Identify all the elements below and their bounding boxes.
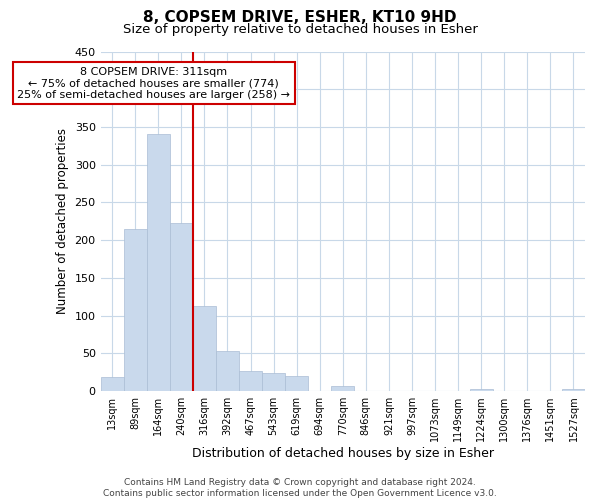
Text: 8, COPSEM DRIVE, ESHER, KT10 9HD: 8, COPSEM DRIVE, ESHER, KT10 9HD [143,10,457,25]
Bar [193,306,216,391]
Bar [562,390,585,391]
Bar [239,372,262,391]
Bar [216,351,239,391]
Bar [331,386,355,391]
Bar [101,378,124,391]
Y-axis label: Number of detached properties: Number of detached properties [56,128,69,314]
Text: 8 COPSEM DRIVE: 311sqm
← 75% of detached houses are smaller (774)
25% of semi-de: 8 COPSEM DRIVE: 311sqm ← 75% of detached… [17,66,290,100]
X-axis label: Distribution of detached houses by size in Esher: Distribution of detached houses by size … [192,447,494,460]
Bar [170,224,193,391]
Bar [470,388,493,391]
Bar [147,134,170,391]
Text: Size of property relative to detached houses in Esher: Size of property relative to detached ho… [122,22,478,36]
Text: Contains HM Land Registry data © Crown copyright and database right 2024.
Contai: Contains HM Land Registry data © Crown c… [103,478,497,498]
Bar [262,373,285,391]
Bar [124,229,147,391]
Bar [285,376,308,391]
